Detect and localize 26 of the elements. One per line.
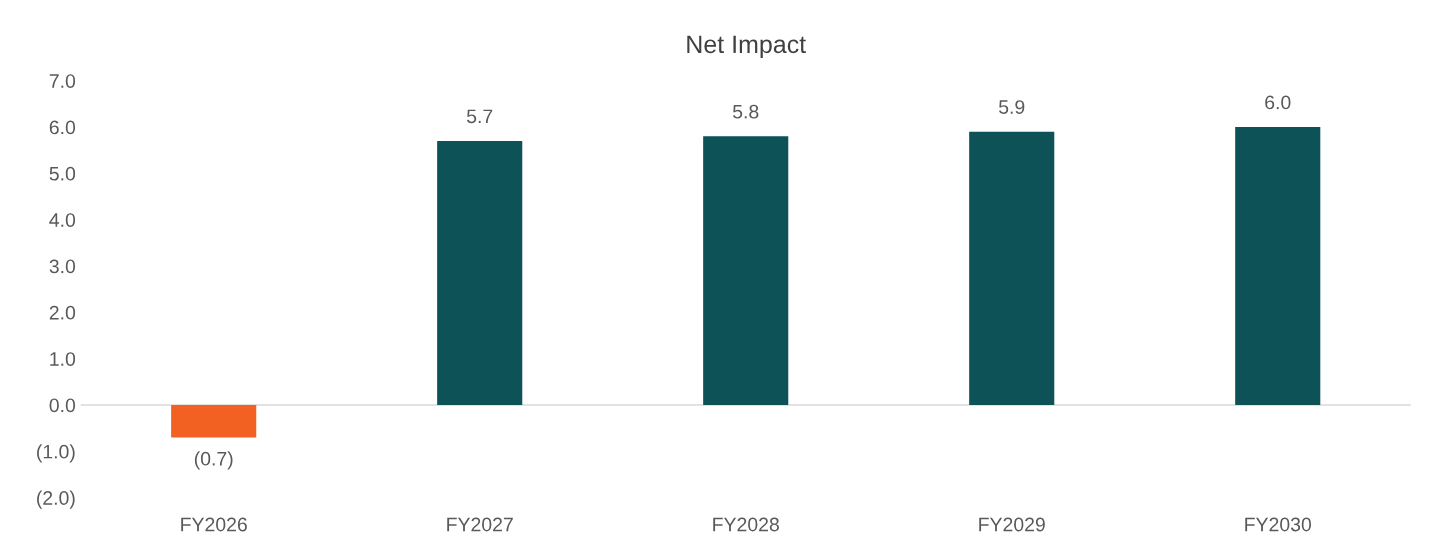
y-tick-label: 4.0 xyxy=(49,213,76,227)
y-tick-label: 6.0 xyxy=(49,120,76,135)
bar xyxy=(969,131,1055,405)
x-tick-label: FY2027 xyxy=(447,517,513,532)
bar xyxy=(703,136,789,405)
data-label: 5.7 xyxy=(466,109,493,124)
y-tick-label: 0.0 xyxy=(49,398,76,413)
data-label: 6.0 xyxy=(1265,95,1291,110)
chart-title: Net Impact xyxy=(687,35,806,59)
y-tick-label: (2.0) xyxy=(37,490,75,509)
bar xyxy=(437,140,523,405)
data-label: (0.7) xyxy=(194,451,233,470)
y-tick-label: 1.0 xyxy=(50,352,76,366)
data-label: 5.8 xyxy=(732,104,759,119)
y-tick-label: 7.0 xyxy=(49,74,76,88)
bar xyxy=(171,404,257,438)
x-tick-label: FY2029 xyxy=(979,517,1045,532)
bar xyxy=(1235,127,1321,405)
data-label: 5.9 xyxy=(998,100,1025,114)
y-tick-label: 3.0 xyxy=(49,259,76,274)
x-tick-label: FY2030 xyxy=(1245,517,1312,532)
y-tick-label: 5.0 xyxy=(49,166,76,181)
x-tick-label: FY2026 xyxy=(181,517,247,532)
x-tick-label: FY2028 xyxy=(713,517,779,532)
y-tick-label: (1.0) xyxy=(37,444,75,463)
y-tick-label: 2.0 xyxy=(49,305,76,320)
